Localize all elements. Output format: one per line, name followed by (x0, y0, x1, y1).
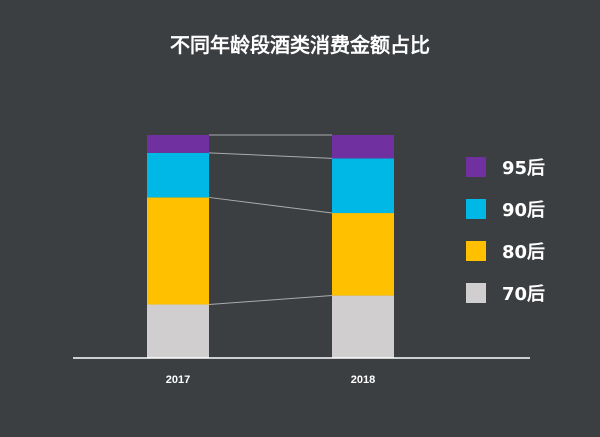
connector-line-90后 (208, 152, 333, 159)
series-connector-lines (208, 134, 333, 305)
bar-segments (147, 135, 394, 358)
legend-label-90后: 90后 (502, 200, 545, 221)
legend-swatch-80后 (466, 241, 486, 261)
legend-swatch-95后 (466, 157, 486, 177)
bar-2017-90后 (147, 152, 209, 198)
x-tick-label-2018: 2018 (351, 374, 375, 386)
bar-2018-95后 (332, 135, 394, 159)
connector-line-70后 (208, 295, 333, 305)
legend-label-70后: 70后 (502, 284, 545, 305)
bar-2017-70后 (147, 304, 209, 358)
legend-label-80后: 80后 (502, 242, 545, 263)
legend-swatch-70后 (466, 283, 486, 303)
bar-2018-90后 (332, 158, 394, 214)
bar-2017-95后 (147, 135, 209, 153)
x-tick-labels: 2017 2018 (166, 374, 375, 386)
connector-line-80后 (208, 196, 333, 214)
bar-2018-70后 (332, 295, 394, 358)
bar-2018-80后 (332, 213, 394, 296)
chart-title: 不同年龄段酒类消费金额占比 (170, 33, 430, 57)
bar-2017-80后 (147, 197, 209, 305)
legend: 95后 90后 80后 70后 (466, 157, 545, 305)
legend-swatch-90后 (466, 199, 486, 219)
x-tick-label-2017: 2017 (166, 374, 190, 386)
legend-label-95后: 95后 (502, 158, 545, 179)
